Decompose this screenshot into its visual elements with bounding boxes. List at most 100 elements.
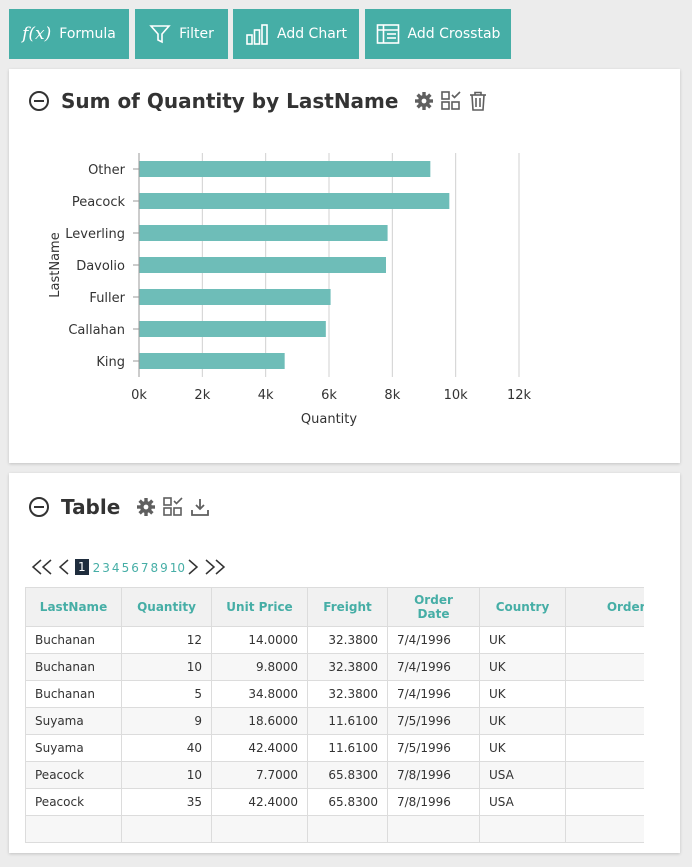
- table-cell: Peacock: [25, 788, 122, 816]
- page-list: 2 3 4 5 6 7 8 9 10: [92, 557, 186, 576]
- page-link[interactable]: 6: [131, 561, 139, 575]
- table-cell: [307, 815, 388, 843]
- page-link[interactable]: 2: [92, 561, 101, 575]
- bar-king: [139, 353, 285, 369]
- table-cell: 40: [121, 734, 212, 762]
- page-link[interactable]: 4: [111, 561, 120, 575]
- table-cell: 7/5/1996: [387, 707, 480, 735]
- table-cell: 42.4000: [211, 734, 308, 762]
- page-link[interactable]: 3: [102, 561, 110, 575]
- table-cell: 35: [121, 788, 212, 816]
- column-header-country[interactable]: Country: [479, 587, 566, 627]
- column-chooser-icon[interactable]: [440, 90, 462, 112]
- table-cell: USA: [479, 788, 566, 816]
- x-tick-label: 2k: [194, 388, 210, 403]
- column-chooser-icon[interactable]: [162, 496, 184, 518]
- column-header-freight[interactable]: Freight: [307, 587, 388, 627]
- x-tick-label: 8k: [384, 388, 400, 403]
- add-crosstab-button-label: Add Crosstab: [407, 26, 501, 42]
- y-tick-label: Callahan: [68, 323, 125, 338]
- first-page-icon[interactable]: [29, 558, 55, 576]
- column-header-order-date[interactable]: Order Date: [387, 587, 480, 627]
- table-panel-header: Table: [29, 495, 216, 519]
- table-cell: 32.3800: [307, 626, 388, 654]
- table-cell: 11.6100: [307, 707, 388, 735]
- gear-icon[interactable]: [414, 91, 434, 111]
- x-tick-label: 12k: [507, 388, 532, 403]
- table-cell: 7/4/1996: [387, 653, 480, 681]
- table-cell: 10: [121, 653, 212, 681]
- table-cell: [565, 815, 644, 843]
- page-link[interactable]: 8: [150, 561, 159, 575]
- next-page-icon[interactable]: [186, 558, 200, 576]
- table-cell: Buchanan: [25, 653, 122, 681]
- table-cell: 42.4000: [211, 788, 308, 816]
- filter-button-label: Filter: [179, 26, 214, 42]
- table-cell: 10: [121, 761, 212, 789]
- table-cell: 34.8000: [211, 680, 308, 708]
- chart-panel-header: Sum of Quantity by LastName: [29, 89, 494, 113]
- x-tick-label: 0k: [131, 388, 147, 403]
- bar-other: [139, 161, 431, 177]
- table-title: Table: [61, 495, 121, 519]
- table-cell: 32.3800: [307, 680, 388, 708]
- page-link[interactable]: 5: [121, 561, 130, 575]
- table-cell: 7/5/1996: [387, 734, 480, 762]
- collapse-icon[interactable]: [29, 497, 49, 517]
- table-cell: [387, 815, 480, 843]
- formula-button[interactable]: f(x) Formula: [9, 9, 129, 59]
- previous-page-icon[interactable]: [57, 558, 71, 576]
- last-page-icon[interactable]: [202, 558, 228, 576]
- y-tick-label: Leverling: [65, 227, 125, 242]
- table-cell: 9: [121, 707, 212, 735]
- table-cell: 7/4/1996: [387, 680, 480, 708]
- bar-davolio: [139, 257, 386, 273]
- table-cell: Buchanan: [25, 626, 122, 654]
- crosstab-icon: [376, 23, 400, 45]
- formula-button-label: Formula: [59, 26, 116, 42]
- funnel-icon: [149, 23, 171, 45]
- column-header-order-id[interactable]: Order ID: [565, 587, 644, 627]
- data-table-container[interactable]: LastName Quantity Unit Price Freight Order D…: [25, 587, 644, 867]
- page-link[interactable]: 9: [160, 561, 168, 575]
- page-link[interactable]: 7: [140, 561, 149, 575]
- gear-icon[interactable]: [136, 497, 156, 517]
- table-cell: UK: [479, 734, 566, 762]
- page-link[interactable]: 10: [169, 561, 186, 575]
- table-cell: 10250: [565, 761, 644, 789]
- table-cell: USA: [479, 761, 566, 789]
- table-cell: 11.6100: [307, 734, 388, 762]
- bar-fuller: [139, 289, 331, 305]
- table-cell: [479, 815, 566, 843]
- download-icon[interactable]: [190, 497, 210, 517]
- y-tick-label: Peacock: [72, 195, 126, 210]
- table-cell: Suyama: [25, 734, 122, 762]
- column-header-lastname[interactable]: LastName: [25, 587, 122, 627]
- data-table: LastName Quantity Unit Price Freight Order D…: [25, 587, 644, 843]
- x-tick-label: 6k: [321, 388, 337, 403]
- table-cell: UK: [479, 626, 566, 654]
- column-header-quantity[interactable]: Quantity: [121, 587, 212, 627]
- filter-button[interactable]: Filter: [135, 9, 228, 59]
- table-cell: 10248: [565, 653, 644, 681]
- table-cell: UK: [479, 653, 566, 681]
- add-crosstab-button[interactable]: Add Crosstab: [365, 9, 511, 59]
- table-cell: UK: [479, 707, 566, 735]
- table-cell: 10249: [565, 734, 644, 762]
- table-cell: Peacock: [25, 761, 122, 789]
- bar-chart: 0k 2k 4k 6k 8k 10k 12k Other Peacock Leverling Dav…: [48, 153, 532, 427]
- table-header-row: LastName Quantity Unit Price Freight Order D…: [25, 587, 644, 627]
- table-cell: 18.6000: [211, 707, 308, 735]
- bar-callahan: [139, 321, 326, 337]
- table-cell: 65.8300: [307, 788, 388, 816]
- add-chart-button[interactable]: Add Chart: [233, 9, 359, 59]
- bar-leverling: [139, 225, 388, 241]
- table-cell: 12: [121, 626, 212, 654]
- collapse-icon[interactable]: [29, 91, 49, 111]
- table-cell: 7/4/1996: [387, 626, 480, 654]
- column-header-unit-price[interactable]: Unit Price: [211, 587, 308, 627]
- trash-icon[interactable]: [468, 90, 488, 112]
